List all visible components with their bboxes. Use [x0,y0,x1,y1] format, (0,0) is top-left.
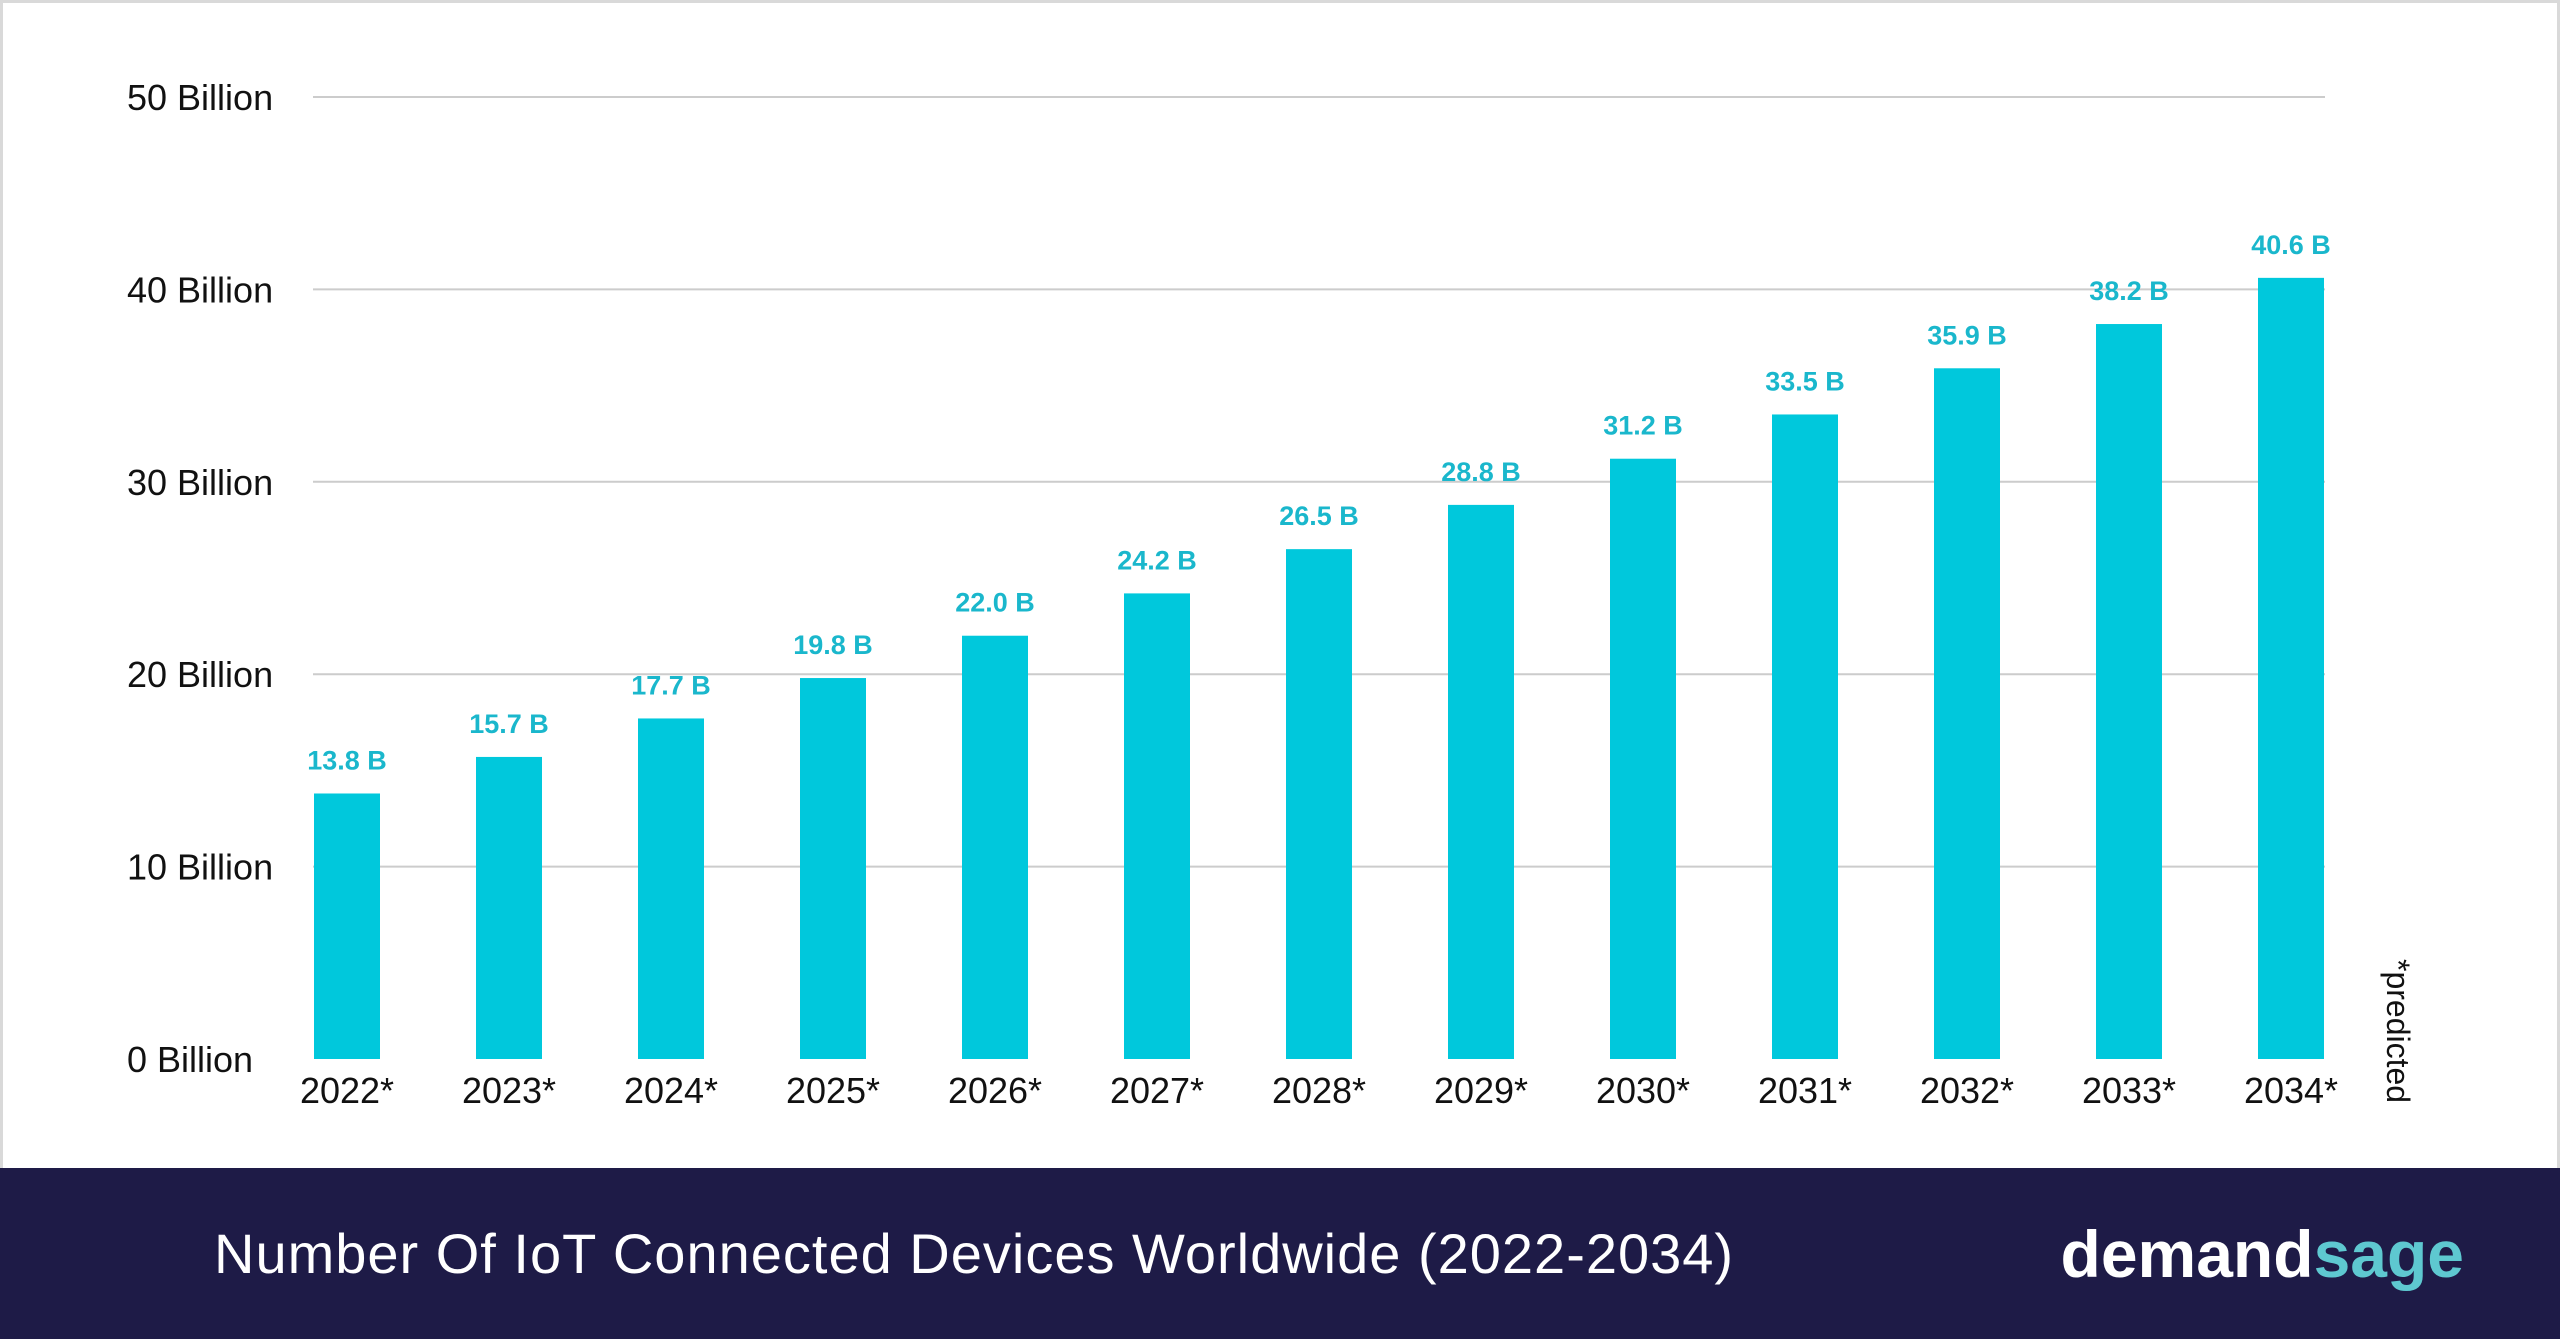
data-label: 15.7 B [469,709,549,739]
predicted-note: *predicted [2380,959,2416,1103]
chart-title: Number Of IoT Connected Devices Worldwid… [214,1222,1735,1285]
bar [800,678,866,1059]
bar-chart: 0 Billion 10 Billion 20 Billion 30 Billion 4… [127,77,2416,1111]
bar [1448,504,1514,1059]
x-tick-label: 2034* [2244,1070,2338,1111]
data-label: 28.8 B [1441,457,1521,487]
bar [962,635,1028,1059]
brand-logo-part1: demand [2060,1216,2314,1291]
data-label: 19.8 B [793,630,873,660]
data-label: 17.7 B [631,670,711,700]
bar [1934,368,2000,1059]
x-tick-label: 2026* [948,1070,1042,1111]
x-tick-label: 2031* [1758,1070,1852,1111]
bar [2096,324,2162,1060]
bar [1124,593,1190,1059]
x-tick-label: 2025* [786,1070,880,1111]
data-label: 22.0 B [955,588,1035,618]
bar [638,718,704,1059]
bar [2258,277,2324,1060]
x-tick-label: 2027* [1110,1070,1204,1111]
data-label: 13.8 B [307,745,387,775]
y-tick-label: 20 Billion [127,654,273,695]
brand-logo: demand sage [2061,1168,2464,1339]
data-label: 35.9 B [1927,320,2007,350]
y-tick-label: 30 Billion [127,462,273,503]
y-tick-label: 40 Billion [127,269,273,310]
y-tick-label: 10 Billion [127,847,273,888]
bar [314,793,380,1059]
bar [1610,458,1676,1059]
x-tick-label: 2030* [1596,1070,1690,1111]
y-tick-label: 50 Billion [127,77,273,118]
data-label: 26.5 B [1279,501,1359,531]
x-tick-label: 2033* [2082,1070,2176,1111]
data-label: 31.2 B [1603,411,1683,441]
data-label: 24.2 B [1117,545,1197,575]
x-tick-label: 2024* [624,1070,718,1111]
x-tick-label: 2032* [1920,1070,2014,1111]
data-label: 33.5 B [1765,366,1845,396]
footer-banner: Number Of IoT Connected Devices Worldwid… [0,1168,2560,1339]
bar [1772,414,1838,1060]
brand-logo-part2: sage [2313,1216,2464,1291]
x-tick-label: 2028* [1272,1070,1366,1111]
x-tick-label: 2023* [462,1070,556,1111]
bar [1286,549,1352,1059]
data-label: 40.6 B [2251,230,2331,260]
y-tick-label: 0 Billion [127,1039,253,1080]
x-tick-label: 2029* [1434,1070,1528,1111]
data-label: 38.2 B [2089,276,2169,306]
bar [476,756,542,1059]
x-tick-label: 2022* [300,1070,394,1111]
